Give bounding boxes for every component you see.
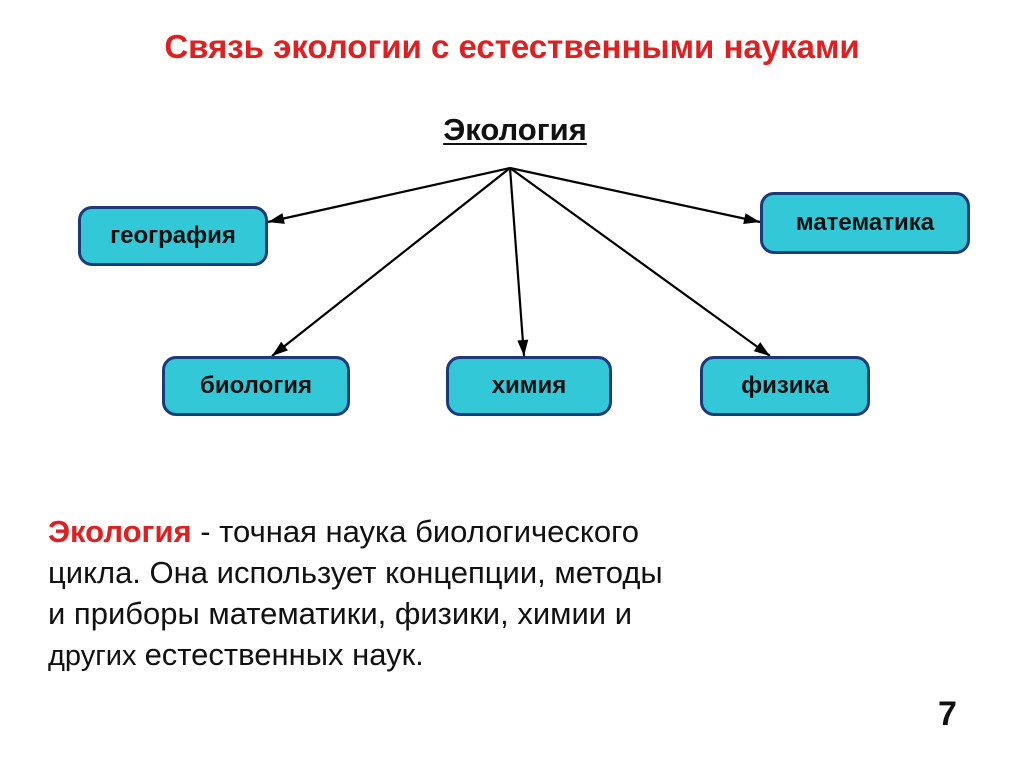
definition-keyword: Экология bbox=[48, 514, 192, 549]
definition-line3: и приборы математики, физики, химии и bbox=[48, 594, 964, 635]
definition-line4-small: других bbox=[48, 640, 145, 672]
slide: Связь экологии с естественными науками Э… bbox=[0, 0, 1024, 767]
node-biology: биология bbox=[162, 356, 350, 416]
node-label-math: математика bbox=[796, 209, 934, 237]
definition-paragraph: Экология - точная наука биологического ц… bbox=[48, 512, 964, 676]
page-number: 7 bbox=[938, 695, 957, 734]
node-physics: физика bbox=[700, 356, 870, 416]
slide-title: Связь экологии с естественными науками bbox=[0, 28, 1024, 66]
node-label-chemistry: химия bbox=[492, 372, 567, 400]
center-topic-text: Экология bbox=[443, 112, 587, 147]
node-label-physics: физика bbox=[741, 372, 829, 400]
node-label-biology: биология bbox=[200, 372, 312, 400]
definition-line4-big: естественных наук. bbox=[145, 637, 424, 672]
definition-line1-rest: - точная наука биологического bbox=[192, 514, 639, 549]
node-label-geography: география bbox=[110, 222, 236, 250]
node-chemistry: химия bbox=[446, 356, 612, 416]
node-geography: география bbox=[78, 206, 268, 266]
definition-line2: цикла. Она использует концепции, методы bbox=[48, 553, 964, 594]
center-topic-label: Экология bbox=[405, 112, 625, 148]
node-math: математика bbox=[760, 192, 970, 254]
